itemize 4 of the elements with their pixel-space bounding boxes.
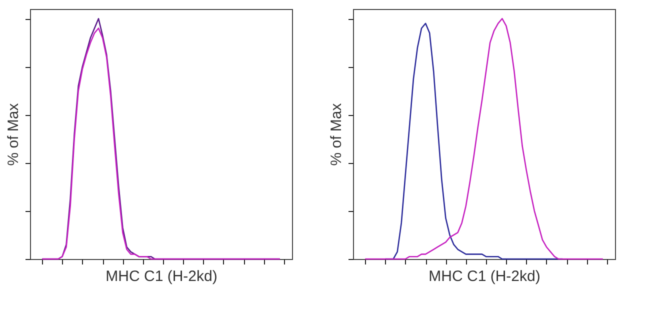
x-axis-title: MHC C1 (H-2kd) <box>106 268 218 285</box>
y-axis-title: % of Max <box>5 102 22 166</box>
x-axis-title: MHC C1 (H-2kd) <box>428 268 540 285</box>
y-axis-title: % of Max <box>328 102 345 166</box>
